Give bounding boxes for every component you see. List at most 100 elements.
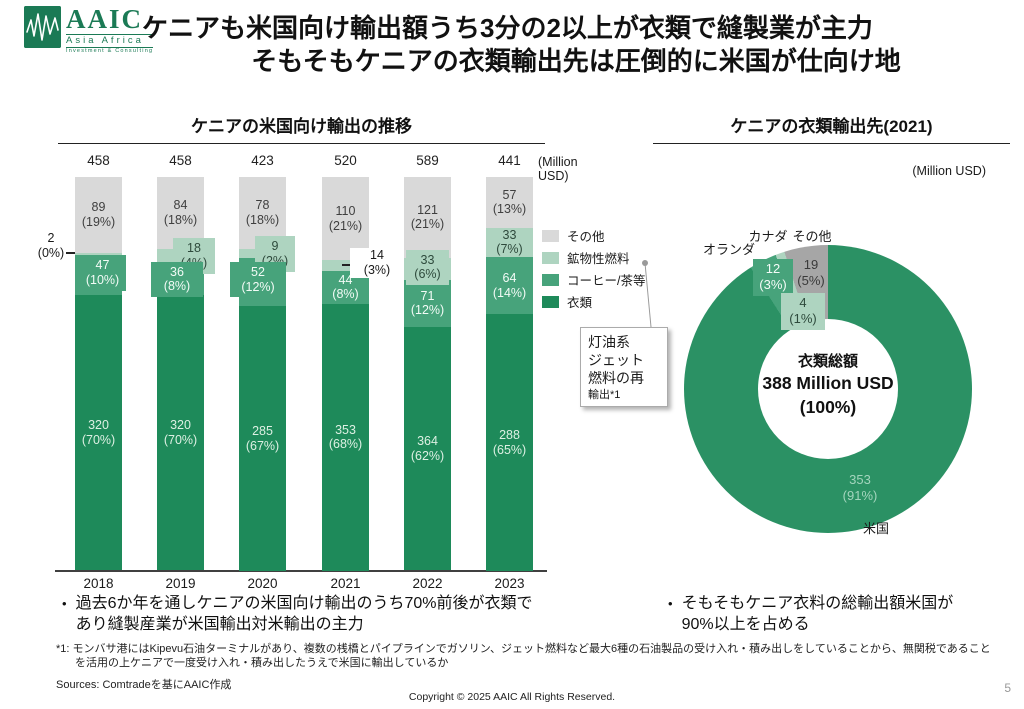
legend-item: 鉱物性燃料: [542, 251, 645, 266]
x-axis-tick-label: 2019: [165, 576, 196, 591]
bar-chart-plot: (Million USD) 458 89 (19%) 2 (0%) 47 (10%) 320(…: [31, 150, 578, 605]
bar-segment: [322, 177, 369, 261]
logo-subtitle: Asia Africa: [66, 34, 154, 46]
legend-swatch: [542, 251, 559, 264]
bar-total-label: 458: [169, 153, 192, 168]
page-number: 5: [1004, 681, 1011, 695]
legend-label: コーヒー/茶等: [567, 274, 646, 288]
slide-title-line1: ケニアも米国向け輸出額うち3分の2以上が衣類で縫製業が主力: [142, 13, 873, 43]
bar-segment: [157, 177, 204, 250]
legend-swatch: [542, 273, 559, 286]
bar-segment-label: 71 (12%): [410, 288, 445, 318]
logo-waveform-icon: [24, 6, 61, 48]
bar-segment-label: 288 (65%): [492, 427, 527, 457]
footnote: *1: モンバサ港にはKipevu石油ターミナルがあり、複数の桟橋とパイプライン…: [56, 643, 991, 669]
bar-total-label: 520: [334, 153, 357, 168]
donut-center-label: 衣類総額 388 Million USD (100%): [733, 351, 923, 419]
bar-segment: [322, 303, 369, 571]
bar-chart-title-rule: [58, 143, 545, 144]
bar-chart-legend: その他鉱物性燃料コーヒー/茶等 衣類: [542, 229, 645, 317]
legend-swatch: [542, 295, 559, 308]
logo-subtitle-2: Investment & Consulting: [66, 46, 154, 54]
x-axis-tick-label: 2022: [412, 576, 443, 591]
legend-item: その他: [542, 229, 645, 244]
legend-label: その他: [567, 230, 605, 244]
bar-segment-label: 33 (7%): [496, 227, 523, 257]
label-tick: [342, 264, 350, 266]
bar-segment-label: 14 (3%): [350, 248, 404, 279]
donut-slice-label: 353 (91%): [842, 472, 878, 504]
copyright: Copyright © 2025 AAIC All Rights Reserve…: [408, 691, 616, 703]
bar-segment-label: 84 (18%): [163, 198, 198, 228]
bar-total-label: 441: [498, 153, 521, 168]
bar-segment-label: 64 (14%): [492, 270, 527, 300]
sources: Sources: Comtradeを基にAAIC作成: [56, 679, 232, 691]
donut-hole: [758, 319, 898, 459]
bar-segment-label: 47 (10%): [79, 255, 126, 291]
bar-segment-label: 44 (8%): [332, 272, 359, 302]
donut-slice-name: 米国: [862, 521, 889, 536]
bar-segment: [404, 279, 451, 328]
legend-item: コーヒー/茶等: [542, 273, 646, 288]
bar-segment: [239, 306, 286, 571]
bar-segment-label: 2 (0%): [31, 231, 71, 262]
x-axis-tick-label: 2021: [330, 576, 361, 591]
bar-segment-label: 320 (70%): [163, 417, 198, 447]
bar-segment: [75, 177, 122, 254]
bar-segment: [486, 257, 533, 315]
bar-segment: [75, 295, 122, 570]
donut-slice-name: その他: [792, 229, 832, 244]
legend-item: 衣類: [542, 295, 645, 310]
takeaway-left-text: 過去6か年を通しケニアの米国向け輸出のうち70%前後が衣類であり縫製産業が米国輸…: [75, 595, 533, 633]
legend-label: 衣類: [567, 296, 593, 310]
bar-segment-label: 110 (21%): [328, 203, 363, 233]
donut-center-line1: 衣類総額: [797, 353, 858, 370]
logo-brand: AAIC: [66, 4, 144, 34]
annotation-callout: 灯油系 ジェット 燃料の再 輸出*1: [580, 327, 668, 407]
donut-chart-plot: 衣類総額 388 Million USD (100%): [684, 245, 972, 533]
donut-chart-unit-label: (Million USD): [912, 164, 986, 178]
callout-leader-line: [642, 260, 652, 328]
bar-chart-x-axis: [55, 570, 547, 572]
takeaway-right: • そもそもケニア衣料の総輸出額米国が90%以上を占める: [668, 594, 968, 636]
bar-total-label: 458: [87, 153, 110, 168]
bar-segment-label: 52 (12%): [230, 261, 286, 298]
annotation-line: ジェット: [588, 352, 644, 369]
donut-slice-label: 4 (1%): [781, 293, 825, 330]
aaic-logo: AAIC Asia Africa Investment & Consulting: [24, 4, 154, 54]
x-axis-tick-label: 2020: [247, 576, 278, 591]
annotation-line: 燃料の再: [588, 370, 644, 387]
legend-swatch: [542, 229, 559, 242]
slide-title-line2: そもそもケニアの衣類輸出先は圧倒的に米国が仕向け地: [251, 46, 901, 77]
bar-segment: [404, 177, 451, 258]
bar-segment-label: 78 (18%): [245, 198, 280, 228]
x-axis-tick-label: 2018: [83, 576, 114, 591]
bar-total-label: 423: [251, 153, 274, 168]
bar-segment: [486, 314, 533, 571]
bar-total-label: 589: [416, 153, 439, 168]
bar-segment: [486, 227, 533, 258]
bar-chart-title: ケニアの米国向け輸出の推移: [191, 117, 412, 136]
x-axis-tick-label: 2023: [494, 576, 525, 591]
takeaway-right-text: そもそもケニア衣料の総輸出額米国が90%以上を占める: [681, 595, 954, 633]
bar-segment-label: 364 (62%): [410, 433, 445, 463]
donut-slice-label: 12 (3%): [753, 259, 793, 296]
bar-segment-label: 121 (21%): [410, 202, 445, 232]
takeaway-left: • 過去6か年を通しケニアの米国向け輸出のうち70%前後が衣類であり縫製産業が米…: [62, 594, 546, 636]
donut-center-line2: 388 Million USD: [762, 373, 894, 393]
slide-title: ケニアも米国向け輸出額うち3分の2以上が衣類で縫製業が主力 そもそもケニアの衣類…: [142, 12, 1010, 79]
donut-chart-title-rule: [653, 143, 1010, 144]
bar-segment-label: 353 (68%): [328, 422, 363, 452]
bar-segment-label: 320 (70%): [81, 417, 116, 447]
bar-segment: [157, 295, 204, 570]
bar-segment-label: 89 (19%): [81, 200, 116, 230]
label-tick: [66, 252, 75, 254]
bar-segment: [486, 177, 533, 228]
bar-segment: [404, 327, 451, 570]
bar-segment-label: 57 (13%): [492, 187, 527, 217]
bar-segment-label: 285 (67%): [245, 423, 280, 453]
bar-segment-label: 36 (8%): [151, 261, 203, 298]
legend-label: 鉱物性燃料: [567, 252, 630, 266]
bar-segment-label: 33 (6%): [406, 249, 449, 286]
